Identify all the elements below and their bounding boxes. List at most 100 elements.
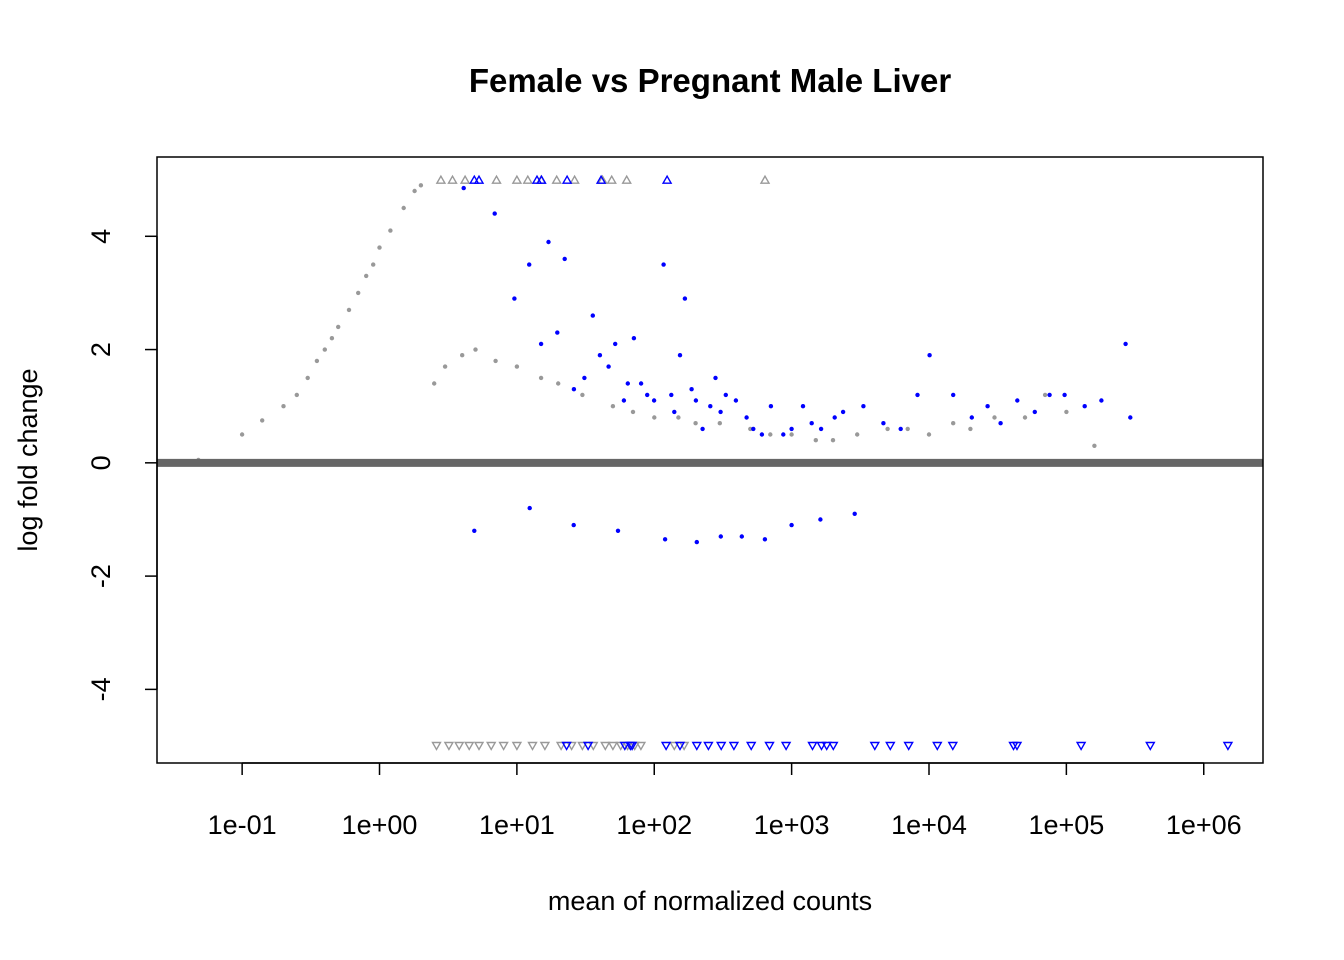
nonsignificant-point [693,421,698,426]
significant-clipped-down-marker [821,741,832,751]
significant-clipped-down-marker [745,741,757,751]
nonsignificant-clipped-down-marker [635,741,647,751]
nonsignificant-clipped-up-marker [569,174,580,184]
nonsignificant-point [926,432,932,437]
significant-clipped-down-marker [1075,741,1087,751]
nonsignificant-clipped-down-marker [431,741,442,751]
significant-point [800,404,806,409]
significant-point [768,404,774,409]
nonsignificant-clipped-down-marker [607,741,619,751]
significant-point [661,262,666,267]
significant-point [638,381,644,386]
y-tick-label: 4 [86,229,116,244]
significant-point [651,398,657,403]
nonsignificant-clipped-down-marker [566,741,577,751]
significant-point [1032,409,1038,415]
nonsignificant-point [314,358,320,364]
nonsignificant-point [610,404,616,409]
nonsignificant-point [768,432,773,437]
significant-point [789,522,794,528]
nonsignificant-clipped-up-marker [759,174,771,184]
nonsignificant-point [1064,409,1069,415]
nonsignificant-clipped-up-marker [522,174,534,184]
significant-clipped-up-marker [595,174,607,184]
nonsignificant-point [789,432,794,437]
nonsignificant-clipped-down-marker [588,741,599,751]
significant-clipped-down-marker [932,741,943,751]
significant-point [718,409,723,415]
significant-point [672,409,677,415]
significant-clipped-down-marker [780,741,792,751]
significant-clipped-down-marker [660,741,672,751]
significant-point [527,505,532,511]
significant-point [751,426,756,432]
nonsignificant-clipped-down-marker [600,741,611,751]
significant-point [613,341,618,347]
nonsignificant-point [855,432,860,437]
nonsignificant-clipped-down-marker [463,741,475,751]
significant-point [1123,341,1128,347]
nonsignificant-point [305,375,310,381]
significant-point [571,387,577,392]
nonsignificant-point [968,426,973,432]
significant-point [723,392,728,398]
significant-point [733,398,739,403]
data-points [196,174,1234,751]
nonsignificant-point [493,358,498,364]
significant-clipped-down-marker [885,741,896,751]
significant-clipped-down-marker [619,741,631,751]
significant-point [898,426,903,432]
x-axis: 1e-01 1e+00 1e+01 1e+02 1e+03 1e+04 1e+05 1e+06 [208,762,1242,840]
significant-clipped-down-marker [807,741,818,751]
nonsignificant-clipped-down-marker [555,741,567,751]
significant-clipped-up-marker [473,174,485,184]
significant-clipped-down-marker [703,741,714,751]
nonsignificant-point [388,228,393,233]
x-tick-label: 1e+00 [342,810,418,840]
x-axis-label: mean of normalized counts [548,886,872,916]
nonsignificant-point [460,353,465,358]
nonsignificant-point [905,426,910,432]
significant-point [693,398,699,403]
significant-clipped-down-marker [582,741,594,751]
nonsignificant-clipped-down-marker [485,741,497,751]
significant-point [809,421,814,426]
significant-clipped-down-marker [764,741,775,751]
nonsignificant-clipped-down-marker [453,741,465,751]
nonsignificant-clipped-down-marker [577,741,588,751]
nonsignificant-clipped-down-marker [669,741,680,751]
nonsignificant-point [1022,415,1028,420]
significant-clipped-down-marker [626,741,638,751]
significant-point [621,398,627,403]
nonsignificant-point [556,381,561,386]
nonsignificant-clipped-up-marker [491,174,502,184]
significant-clipped-down-marker [1011,741,1023,751]
significant-point [840,409,846,415]
significant-point [615,528,621,533]
nonsignificant-point [329,336,335,341]
nonsignificant-point [364,273,369,279]
nonsignificant-clipped-down-marker [539,741,551,751]
significant-point [546,239,551,245]
significant-clipped-down-marker [816,741,827,751]
nonsignificant-point [294,392,299,398]
y-axis: -4 -2 0 2 4 [86,229,158,701]
significant-point [951,392,956,398]
significant-point [985,404,990,409]
significant-point [1015,398,1020,403]
significant-point [492,211,497,216]
significant-point [555,330,560,335]
nonsignificant-clipped-up-marker [621,174,632,184]
nonsignificant-point [951,421,956,426]
significant-point [818,426,824,432]
significant-point [694,539,699,545]
nonsignificant-clipped-up-marker [511,174,523,184]
nonsignificant-clipped-down-marker [511,741,523,751]
significant-point [700,426,705,432]
nonsignificant-point [514,364,520,369]
significant-point [781,432,786,437]
significant-point [759,432,765,437]
significant-clipped-down-marker [715,741,727,751]
significant-point [645,392,650,398]
